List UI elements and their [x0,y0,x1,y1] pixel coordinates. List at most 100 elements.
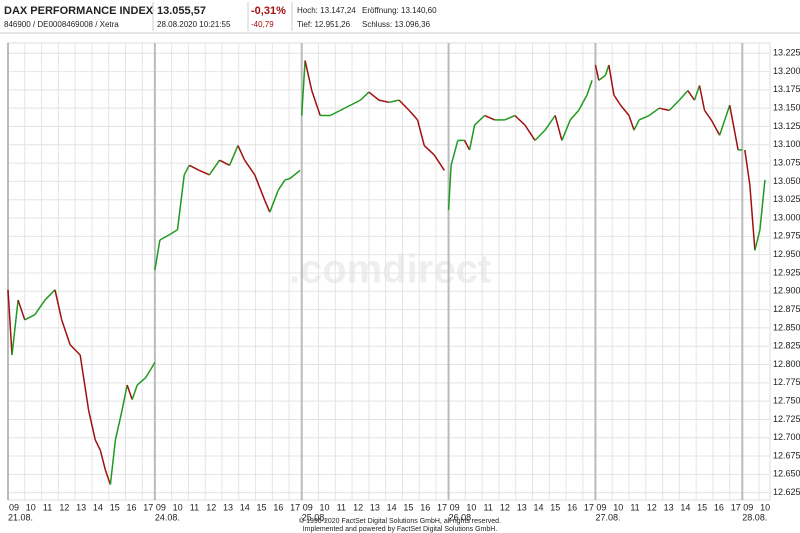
x-tick-label: 15 [403,502,413,512]
price-segment [598,74,606,81]
x-tick-label: 14 [533,502,543,512]
y-tick-label: 12.625 [773,487,800,497]
price-segment [744,149,751,186]
x-tick-label: 09 [596,502,606,512]
price-segment [463,140,471,151]
price-segment [554,115,563,141]
open: Eröffnung: 13.140,60 [362,6,437,15]
date-label: 21.08. [8,512,33,522]
x-tick-label: 14 [387,502,397,512]
x-tick-label: 10 [760,502,770,512]
title: DAX PERFORMANCE INDEX [4,5,154,17]
x-tick-label: 12 [500,502,510,512]
close: Schluss: 13.096,36 [362,20,431,29]
y-tick-label: 13.175 [773,84,800,94]
powered-by: Implemented and powered by FactSet Digit… [303,526,498,533]
price-segment [687,90,696,101]
price-segment [44,289,56,301]
y-tick-label: 12.800 [773,359,800,369]
price-segment [24,314,36,321]
price-segment [136,377,147,386]
price-segment [350,99,361,106]
price-segment [613,94,622,106]
price-segment [269,189,279,213]
price-line [7,60,766,485]
x-tick-label: 12 [647,502,657,512]
price-segment [586,80,593,96]
x-tick-label: 09 [9,502,19,512]
y-tick-label: 12.675 [773,450,800,460]
price-segment [728,105,739,151]
x-tick-label: 13 [370,502,380,512]
x-tick-label: 15 [110,502,120,512]
price-segment [339,104,351,112]
y-tick-label: 12.825 [773,341,800,351]
x-tick-label: 16 [126,502,136,512]
date-label: 28.08. [742,512,767,522]
price-segment [749,185,756,251]
price-segment [300,60,306,116]
price-segment [126,384,133,400]
price-segment [208,159,221,176]
x-tick-label: 09 [156,502,166,512]
price-segment [264,200,271,213]
x-tick-label: 17 [290,502,300,512]
price-segment [504,114,516,121]
price-segment [304,60,313,91]
price-segment [54,289,63,321]
x-tick-label: 16 [567,502,577,512]
y-tick-label: 12.925 [773,267,800,277]
high: Hoch: 13.147,24 [297,6,356,15]
price-segment [219,159,230,166]
price-segment [474,114,486,126]
y-tick-label: 13.000 [773,212,800,222]
x-tick-label: 15 [550,502,560,512]
price-segment [109,439,117,485]
price-segment [416,119,425,146]
x-tick-label: 16 [714,502,724,512]
price-segment [754,229,761,251]
price-segment [633,119,640,131]
price-segment [87,409,97,441]
price-segment [648,107,660,117]
change-pct: -0,31% [251,5,286,17]
price-segment [433,154,446,171]
y-tick-label: 12.775 [773,377,800,387]
change: -40,79 [251,20,274,29]
price-segment [60,319,71,345]
price-segment [447,165,452,211]
price-segment [228,145,239,166]
y-tick-label: 12.750 [773,396,800,406]
price-segment [659,107,670,112]
price-segment [154,239,161,271]
price-segment [159,234,170,241]
date-label: 25.08. [302,512,327,522]
price-segment [329,109,341,117]
y-tick-label: 12.650 [773,469,800,479]
price-segment [150,361,156,371]
x-tick-label: 16 [273,502,283,512]
x-tick-label: 09 [743,502,753,512]
x-tick-label: 13 [76,502,86,512]
header: DAX PERFORMANCE INDEX 846900 / DE0008469… [0,2,800,34]
x-tick-label: 09 [303,502,313,512]
price-segment [368,91,380,101]
price-segment [524,124,536,141]
price-segment [514,114,526,126]
price-segment [289,169,301,180]
y-tick-label: 13.025 [773,194,800,204]
x-tick-label: 17 [437,502,447,512]
price-segment [131,384,138,400]
price-segment [484,114,496,121]
price-segment [69,344,81,356]
price-segment [99,450,107,471]
x-tick-label: 11 [190,502,199,512]
x-tick-label: 17 [143,502,153,512]
price-segment [176,174,185,230]
price-segment [183,164,190,176]
x-tick-label: 14 [680,502,690,512]
price-segment [104,469,112,485]
copyright: © 1996-2020 FactSet Digital Solutions Gm… [299,517,501,525]
price-segment [698,85,706,111]
